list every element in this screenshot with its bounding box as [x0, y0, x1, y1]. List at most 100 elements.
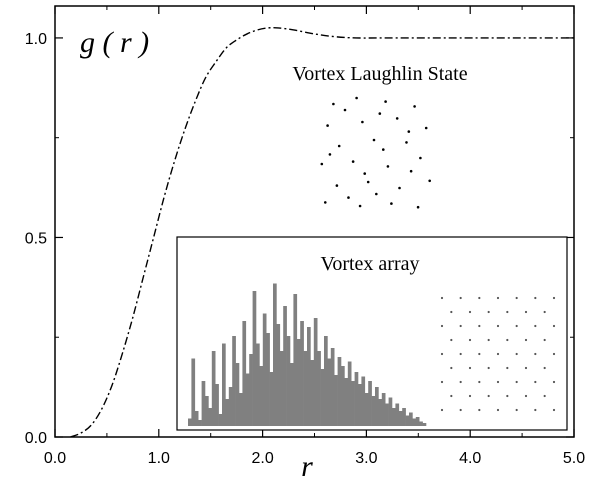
laughlin-label: Vortex Laughlin State: [292, 63, 467, 85]
laughlin-dot: [355, 96, 358, 100]
laughlin-dot: [419, 156, 422, 160]
histogram-bar: [385, 403, 389, 426]
array-dot: [506, 394, 509, 398]
histogram-bar: [402, 408, 406, 426]
array-dot: [496, 324, 500, 328]
array-dot: [515, 352, 518, 356]
array-dot: [534, 296, 537, 300]
array-dot: [515, 380, 518, 384]
laughlin-dot: [405, 141, 408, 144]
histogram-bar: [266, 333, 270, 426]
histogram-bar: [351, 381, 355, 426]
laughlin-dot: [351, 160, 355, 163]
array-dot: [440, 352, 444, 356]
histogram-bar: [262, 313, 267, 426]
histogram-bar: [218, 414, 223, 426]
histogram-bar: [337, 357, 342, 426]
histogram-bar: [242, 321, 247, 426]
histogram-bar: [361, 376, 366, 426]
array-dot: [440, 296, 444, 300]
laughlin-dot: [347, 196, 350, 199]
histogram-bar: [334, 375, 338, 426]
array-dot: [515, 324, 518, 328]
array-dot: [543, 338, 546, 342]
laughlin-dot: [409, 169, 413, 173]
histogram-bar: [344, 378, 349, 426]
histogram-bar: [395, 403, 400, 426]
histogram-bar: [283, 306, 287, 426]
array-dot: [506, 310, 509, 314]
laughlin-dot: [413, 105, 416, 108]
array-dot: [552, 324, 556, 328]
histogram-bar: [330, 348, 335, 426]
histogram-bar: [392, 408, 396, 426]
laughlin-dot: [323, 201, 327, 204]
histogram-bar: [317, 351, 321, 426]
histogram-bar: [245, 373, 250, 426]
histogram-bar: [279, 351, 284, 426]
histogram-bar: [422, 423, 427, 426]
laughlin-dot: [407, 130, 411, 133]
array-dot: [478, 380, 481, 384]
array-dot: [496, 408, 500, 412]
histogram-bar: [215, 384, 219, 426]
histogram-bar: [327, 358, 332, 426]
laughlin-dot: [363, 172, 367, 175]
histogram-bar: [409, 412, 413, 426]
laughlin-dot: [343, 108, 347, 112]
laughlin-dot: [361, 120, 364, 124]
array-dot: [552, 296, 556, 300]
histogram-bar: [239, 393, 243, 426]
laughlin-dot: [428, 179, 431, 183]
series-line: [70, 26, 574, 438]
laughlin-dot: [395, 117, 399, 120]
histogram-bar: [313, 318, 318, 426]
laughlin-dot: [358, 204, 362, 208]
histogram-bar: [419, 421, 423, 426]
array-dot: [496, 296, 500, 300]
histogram-bar: [198, 420, 202, 426]
array-dot: [543, 366, 546, 370]
histogram-bar: [303, 351, 308, 426]
x-axis-label: r: [301, 450, 313, 479]
axis-tick-labels: 0.0 1.0 2.0 3.0 4.0 5.0 0.0 0.5 1.0: [25, 31, 585, 467]
histogram-bar: [269, 372, 274, 426]
laughlin-dot-pattern: [320, 96, 431, 209]
array-dot: [534, 324, 537, 328]
array-dot: [543, 394, 546, 398]
array-dot: [478, 352, 481, 356]
histogram-bar: [188, 418, 192, 426]
array-dot: [487, 394, 490, 398]
array-dot: [459, 296, 462, 300]
histogram-bar: [201, 381, 206, 426]
array-dot: [506, 366, 509, 370]
array-dot: [524, 394, 528, 398]
array-dot: [534, 380, 537, 384]
array-dot: [468, 366, 472, 370]
x-tick-label: 2.0: [251, 450, 273, 467]
laughlin-dot: [337, 144, 341, 148]
array-dot: [506, 338, 509, 342]
laughlin-dot: [424, 126, 428, 130]
histogram-bar: [293, 294, 298, 426]
inset-panel: Vortex array: [176, 236, 568, 431]
x-tick-label: 0.0: [44, 450, 66, 467]
array-dot: [450, 394, 453, 398]
histogram-bar: [249, 354, 253, 426]
histogram-bar: [276, 324, 281, 426]
array-dot: [459, 408, 462, 412]
array-dot: [496, 380, 500, 384]
histogram-bar: [273, 283, 277, 426]
histogram-bar: [320, 369, 325, 426]
array-dot: [534, 408, 537, 412]
laughlin-dot: [384, 100, 387, 103]
laughlin-dot: [416, 205, 420, 209]
x-tick-label: 3.0: [355, 450, 377, 467]
array-dot: [496, 352, 500, 356]
histogram-bar: [412, 418, 417, 426]
array-dot: [450, 366, 453, 370]
array-dot: [524, 338, 528, 342]
laughlin-dot: [386, 165, 390, 168]
array-dot: [478, 296, 481, 300]
